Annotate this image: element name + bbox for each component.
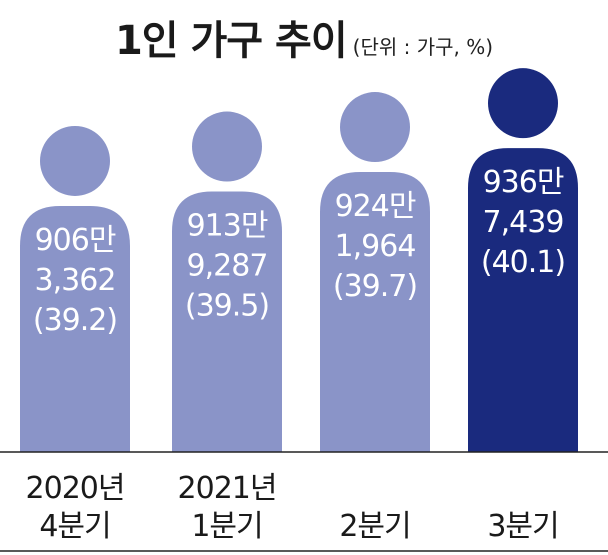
bar-figure-3: 924만 1,964 (39.7) [320, 92, 430, 452]
value-label-1-line-1: 906만 [35, 223, 116, 258]
value-label-1-line-2: 3,362 [35, 263, 116, 298]
category-label-3-line-2: 2분기 [339, 509, 410, 544]
bar-figure-4: 936만 7,439 (40.1) [468, 68, 578, 452]
chart-title: 1인 가구 추이 [114, 18, 348, 64]
bar-figure-1: 906만 3,362 (39.2) [20, 125, 130, 452]
bar-head-2 [192, 111, 262, 182]
value-label-3-line-3: (39.7) [333, 269, 417, 304]
value-label-4-line-3: (40.1) [481, 245, 565, 280]
value-label-4-line-1: 936만 [483, 165, 564, 200]
value-label-2-line-3: (39.5) [185, 289, 269, 324]
value-label-2-line-2: 9,287 [187, 249, 268, 284]
category-label-2-line-2: 1분기 [191, 509, 262, 544]
bar-body-4 [468, 148, 578, 452]
bar-head-3 [340, 92, 410, 163]
title-row: 1인 가구 추이 (단위 : 가구, %) [0, 8, 608, 66]
value-label-4-line-2: 7,439 [483, 205, 564, 240]
value-label-3-line-2: 1,964 [335, 229, 416, 264]
category-label-1-line-2: 4분기 [39, 509, 110, 544]
unit-note: (단위 : 가구, %) [352, 35, 494, 59]
bar-body-1 [20, 205, 130, 452]
category-label-2-line-1: 2021년 [178, 471, 277, 506]
value-label-2-line-1: 913만 [187, 209, 268, 244]
category-label-1-line-1: 2020년 [26, 471, 125, 506]
bar-head-4 [488, 68, 558, 139]
bar-body-2 [172, 191, 282, 453]
bar-figure-2: 913만 9,287 (39.5) [172, 111, 282, 453]
bar-head-1 [40, 125, 110, 196]
bar-body-3 [320, 172, 430, 452]
category-label-4-line-2: 3분기 [487, 509, 558, 544]
value-label-1-line-3: (39.2) [33, 303, 117, 338]
value-label-3-line-1: 924만 [335, 189, 416, 224]
